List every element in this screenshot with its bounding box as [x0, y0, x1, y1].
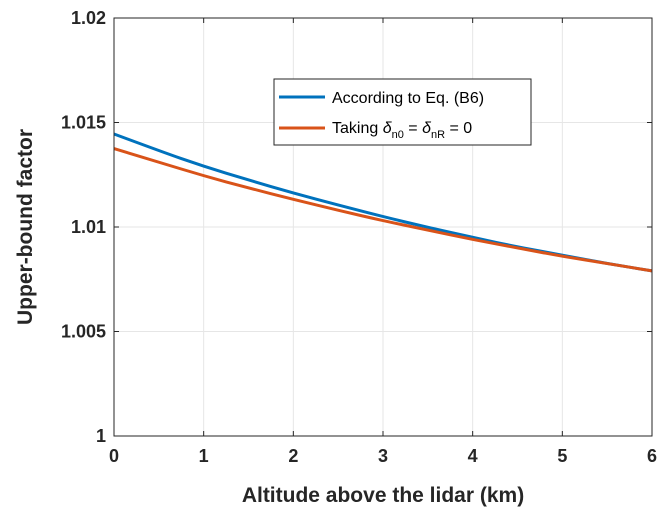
legend-suffix: = 0: [445, 120, 472, 137]
legend-sub-n0: n0: [392, 129, 404, 141]
y-tick-label: 1: [96, 426, 106, 446]
y-tick-label: 1.005: [61, 322, 106, 342]
x-tick-label: 2: [288, 446, 298, 466]
y-tick-label: 1.02: [71, 8, 106, 28]
legend-prefix: Taking: [332, 120, 383, 137]
x-tick-label: 3: [378, 446, 388, 466]
x-tick-label: 5: [557, 446, 567, 466]
series-line-1: [113, 147, 653, 273]
legend-delta-2: δ: [422, 120, 432, 137]
legend-entry-series-1: Taking δn0 = δnR = 0: [332, 120, 472, 141]
y-tick-label: 1.01: [71, 217, 106, 237]
x-tick-label: 6: [647, 446, 657, 466]
legend-equals: =: [404, 120, 422, 137]
x-tick-label: 0: [109, 446, 119, 466]
legend-entry-series-0: According to Eq. (B6): [332, 90, 484, 107]
y-tick-label: 1.015: [61, 113, 106, 133]
series-layer: [113, 132, 653, 273]
legend-box: [273, 78, 532, 146]
legend: According to Eq. (B6) Taking δn0 = δnR =…: [273, 78, 532, 146]
legend-delta-1: δ: [383, 120, 393, 137]
y-axis-label: Upper-bound factor: [14, 129, 37, 325]
x-tick-label: 4: [468, 446, 478, 466]
x-axis-label: Altitude above the lidar (km): [242, 484, 524, 507]
x-tick-label: 1: [199, 446, 209, 466]
legend-sub-nR: nR: [431, 129, 445, 141]
